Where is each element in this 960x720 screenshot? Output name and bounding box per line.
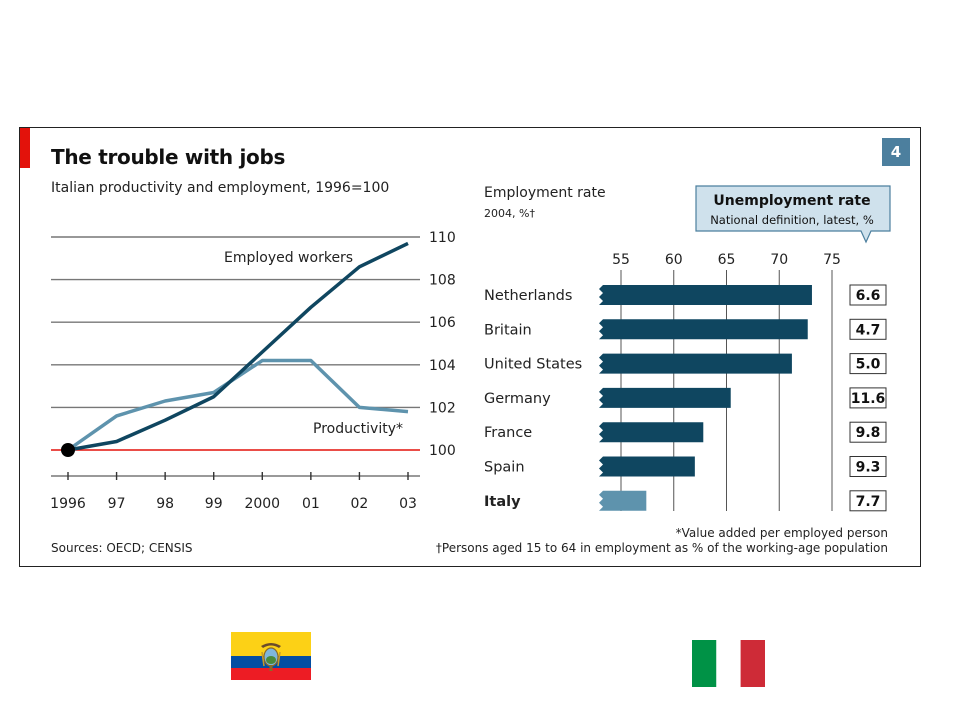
unemployment-value: 11.6 [851, 391, 886, 407]
x-tick-label: 02 [351, 496, 369, 512]
y-tick-label: 110 [429, 230, 456, 246]
bar-chart: Employment rate 2004, %† Unemployment ra… [484, 185, 891, 512]
unemployment-value: 9.3 [856, 460, 881, 476]
y-tick-label: 106 [429, 315, 456, 331]
ecuador-flag-stripe-red [231, 668, 311, 680]
unemployment-value-box [849, 318, 887, 340]
x-tick-label: 1996 [50, 496, 86, 512]
bar-italy [599, 490, 647, 511]
x-tick-label: 75 [823, 252, 841, 268]
chart-number-badge: 4 [882, 138, 910, 166]
line-chart-y-ticks: 100 102 104 106 108 110 [429, 230, 456, 459]
red-tab-accent [20, 128, 30, 168]
category-label: United States [484, 357, 582, 373]
ecuador-coat-of-arms-icon [261, 643, 281, 671]
bar-germany [599, 387, 731, 408]
ecuador-flag [231, 632, 311, 680]
unemployment-callout: Unemployment rate National definition, l… [695, 185, 891, 244]
unemployment-value-box [849, 421, 887, 443]
line-chart-subtitle: Italian productivity and employment, 199… [51, 180, 390, 196]
y-tick-label: 104 [429, 358, 456, 374]
unemployment-value: 7.7 [856, 494, 881, 510]
bar-chart-bars [599, 285, 812, 511]
bar-chart-title: Employment rate [484, 185, 606, 201]
category-label: Britain [484, 322, 532, 338]
unemployment-values: 6.6 4.7 5.0 11.6 9.8 9.3 7.7 [849, 284, 887, 512]
x-tick-label: 99 [205, 496, 223, 512]
unemployment-callout-title: Unemployment rate [713, 193, 870, 209]
unemployment-value: 6.6 [856, 288, 881, 304]
bar-chart-category-labels: Netherlands Britain United States Germany Fr… [484, 288, 582, 510]
x-tick-label: 70 [770, 252, 788, 268]
x-tick-label: 55 [612, 252, 630, 268]
sources-note: Sources: OECD; CENSIS [51, 541, 193, 555]
bar-united-states [599, 353, 792, 374]
unemployment-value-box [849, 284, 887, 306]
category-label: Spain [484, 460, 525, 476]
x-tick-label: 03 [399, 496, 417, 512]
x-tick-label: 60 [665, 252, 683, 268]
x-tick-label: 01 [302, 496, 320, 512]
series-label-productivity: Productivity* [313, 421, 403, 437]
italy-flag [692, 640, 765, 687]
y-tick-label: 100 [429, 443, 456, 459]
chart-title: The trouble with jobs [51, 145, 286, 169]
footnote-productivity: *Value added per employed person [675, 526, 888, 540]
unemployment-value: 5.0 [856, 357, 881, 373]
bar-spain [599, 456, 695, 477]
y-tick-label: 108 [429, 273, 456, 289]
italy-flag-stripe-red [740, 640, 765, 687]
unemployment-callout-subtitle: National definition, latest, % [710, 213, 874, 227]
bar-britain [599, 319, 808, 340]
line-chart-series [61, 241, 409, 457]
y-tick-label: 102 [429, 400, 456, 416]
series-line-employed-workers [67, 241, 409, 452]
unemployment-value: 9.8 [856, 425, 881, 441]
bar-netherlands [599, 285, 812, 305]
line-chart-x-ticks: 1996 97 98 99 2000 01 02 03 [50, 472, 420, 512]
footnote-employment: †Persons aged 15 to 64 in employment as … [435, 541, 888, 555]
category-label: France [484, 425, 532, 441]
base-year-marker [61, 443, 75, 457]
series-label-employed-workers: Employed workers [224, 250, 353, 266]
italy-flag-stripe-white [716, 640, 741, 687]
x-tick-label: 2000 [244, 496, 280, 512]
category-label: Netherlands [484, 288, 572, 304]
bar-chart-x-ticks: 55 60 65 70 75 [612, 252, 841, 268]
unemployment-value-box [849, 353, 887, 375]
italy-flag-stripe-green [692, 640, 717, 687]
bar-france [599, 422, 704, 443]
unemployment-value-box [849, 387, 887, 409]
category-label: Germany [484, 391, 551, 407]
x-tick-label: 65 [718, 252, 736, 268]
bar-chart-subtitle: 2004, %† [484, 207, 535, 220]
unemployment-value-box [849, 490, 887, 512]
unemployment-value-box [849, 456, 887, 477]
x-tick-label: 97 [108, 496, 126, 512]
category-label: Italy [484, 494, 521, 510]
chart-panel: The trouble with jobs Italian productivi… [19, 127, 921, 567]
unemployment-value: 4.7 [856, 322, 881, 338]
x-tick-label: 98 [156, 496, 174, 512]
